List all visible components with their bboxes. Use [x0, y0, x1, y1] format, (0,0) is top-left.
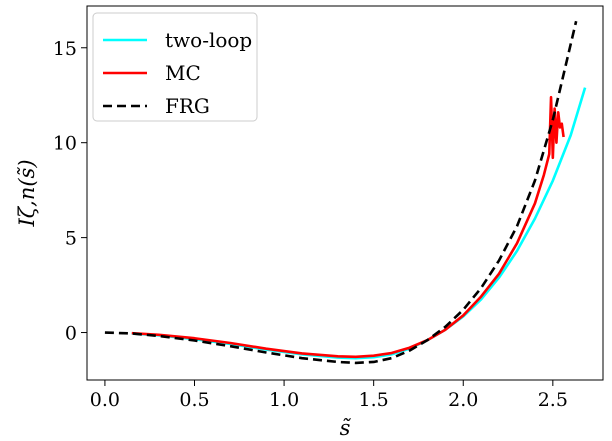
plot-area	[104, 20, 587, 365]
legend-label: FRG	[165, 94, 210, 118]
y-tick-label: 15	[53, 38, 77, 60]
y-tick-label: 5	[65, 228, 77, 250]
plot-frame	[86, 5, 604, 381]
x-tick-label: 1.0	[269, 389, 299, 411]
y-tick-label: 0	[65, 323, 77, 345]
x-tick-label: 0.0	[90, 389, 120, 411]
legend-label: MC	[165, 61, 201, 85]
x-tick-label: 0.5	[179, 389, 209, 411]
legend-label: two-loop	[165, 28, 252, 52]
legend: two-loop MC FRG	[92, 12, 258, 122]
axes: 0.0 0.5 1.0 1.5 2.0 2.5 0 5 10 15	[53, 5, 604, 411]
series-line-mc	[131, 95, 565, 359]
y-tick-label: 10	[53, 133, 77, 155]
x-tick-label: 1.5	[359, 389, 389, 411]
x-tick-label: 2.0	[448, 389, 478, 411]
series-line-frg	[104, 20, 578, 365]
y-axis-label: Iζ,n(s̃)	[15, 159, 39, 227]
x-tick-label: 2.5	[538, 389, 568, 411]
x-axis-label: s̃	[340, 416, 352, 440]
